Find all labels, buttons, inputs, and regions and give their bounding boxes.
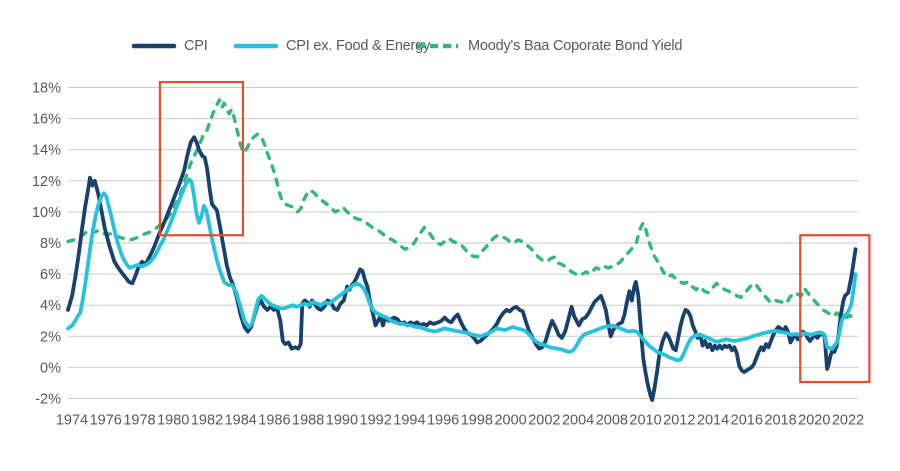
x-tick-2004: 2004 — [562, 413, 594, 429]
y-tick-16%: 16% — [32, 112, 61, 128]
x-tick-1982: 1982 — [191, 413, 223, 429]
series-line-cpi-ex-food-energy — [66, 177, 858, 363]
x-tick-1994: 1994 — [393, 413, 425, 429]
x-tick-1980: 1980 — [157, 413, 189, 429]
x-tick-2002: 2002 — [528, 413, 560, 429]
y-tick-6%: 6% — [40, 267, 61, 283]
core-cpi-line-swatch-icon — [233, 43, 279, 49]
y-tick--2%: -2% — [35, 392, 61, 408]
legend-label-cpi-ex-food-energy: CPI ex. Food & Energy — [286, 38, 431, 54]
x-tick-2022: 2022 — [832, 413, 864, 429]
x-tick-2000: 2000 — [494, 413, 526, 429]
x-tick-2012: 2012 — [663, 413, 695, 429]
x-tick-1990: 1990 — [326, 413, 358, 429]
x-tick-1976: 1976 — [90, 413, 122, 429]
x-tick-1996: 1996 — [427, 413, 459, 429]
highlight-box-late-1970s-early-1980s-inflation — [158, 80, 245, 237]
chart-legend: CPI CPI ex. Food & Energy Moody's Baa Co… — [0, 36, 900, 56]
x-tick-1974: 1974 — [56, 413, 88, 429]
cpi-line-swatch-icon — [131, 43, 177, 49]
x-tick-2016: 2016 — [731, 413, 763, 429]
legend-label-baa-bond-yield: Moody's Baa Coporate Bond Yield — [468, 38, 683, 54]
y-tick-8%: 8% — [40, 236, 61, 252]
x-tick-1984: 1984 — [225, 413, 257, 429]
y-tick-12%: 12% — [32, 174, 61, 190]
x-tick-2020: 2020 — [798, 413, 830, 429]
legend-item-cpi: CPI — [131, 36, 208, 56]
x-tick-2018: 2018 — [764, 413, 796, 429]
y-tick-0%: 0% — [40, 360, 61, 376]
y-tick-2%: 2% — [40, 329, 61, 345]
x-tick-1986: 1986 — [258, 413, 290, 429]
series-line-cpi — [66, 135, 858, 403]
y-tick-10%: 10% — [32, 205, 61, 221]
y-tick-4%: 4% — [40, 298, 61, 314]
baa-yield-dashed-swatch-icon — [417, 43, 461, 49]
x-tick-2008: 2008 — [596, 413, 628, 429]
x-tick-2010: 2010 — [629, 413, 661, 429]
series-line-baa-bond-yield — [66, 98, 858, 320]
x-tick-1992: 1992 — [360, 413, 392, 429]
legend-item-baa-bond-yield: Moody's Baa Coporate Bond Yield — [415, 36, 682, 56]
x-tick-2014: 2014 — [697, 413, 729, 429]
highlight-box-2019-2022-inflation — [799, 234, 871, 384]
legend-item-cpi-ex-food-energy: CPI ex. Food & Energy — [233, 36, 430, 56]
y-tick-14%: 14% — [32, 143, 61, 159]
y-tick-18%: 18% — [32, 81, 61, 97]
legend-label-cpi: CPI — [184, 38, 208, 54]
x-tick-1988: 1988 — [292, 413, 324, 429]
x-tick-1998: 1998 — [461, 413, 493, 429]
x-tick-1978: 1978 — [123, 413, 155, 429]
